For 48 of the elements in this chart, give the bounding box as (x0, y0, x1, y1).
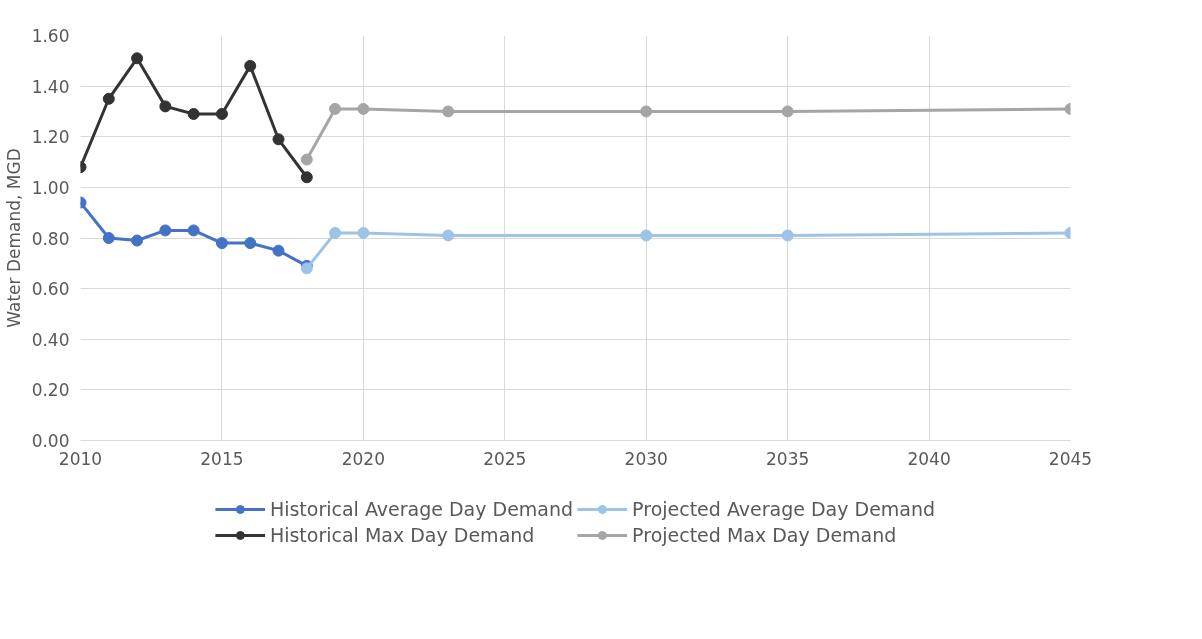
y-tick-label: 1.20 (31, 127, 70, 148)
x-tick-label: 2035 (766, 448, 810, 469)
point (215, 107, 228, 120)
legend-label: Projected Max Day Demand (632, 524, 897, 546)
point (215, 237, 228, 250)
x-tick-label: 2015 (200, 448, 244, 469)
y-tick-label: 0.80 (31, 228, 70, 249)
y-tick-label: 1.60 (31, 26, 70, 46)
point (442, 105, 455, 118)
legend-label: Historical Max Day Demand (269, 524, 535, 546)
point (272, 133, 285, 146)
point (781, 229, 794, 242)
point (300, 153, 313, 166)
point (244, 237, 257, 250)
point (159, 224, 172, 237)
x-tick-label: 2020 (341, 448, 385, 469)
point (159, 100, 172, 113)
point (131, 52, 144, 65)
y-tick-label: 0.60 (31, 279, 70, 300)
point (102, 92, 115, 105)
x-tick-label: 2010 (58, 448, 103, 469)
y-tick-label: 0.00 (31, 431, 70, 451)
point (300, 171, 313, 184)
point (640, 105, 653, 118)
point (329, 226, 342, 239)
point (640, 229, 653, 242)
x-tick-label: 2040 (907, 448, 951, 469)
y-tick-label: 1.40 (31, 76, 70, 97)
point (442, 229, 455, 242)
legend-label: Historical Average Day Demand (269, 498, 574, 520)
x-tick-label: 2030 (624, 448, 668, 469)
point (329, 102, 342, 115)
point (357, 226, 370, 239)
point (244, 59, 257, 72)
x-tick-label: 2045 (1048, 448, 1093, 469)
y-tick-label: 0.20 (31, 380, 70, 401)
point (187, 224, 200, 237)
y-tick-label: 0.40 (31, 329, 70, 350)
point (781, 105, 794, 118)
legend-label: Projected Average Day Demand (632, 498, 936, 520)
y-tick-label: 1.00 (31, 177, 70, 198)
point (357, 102, 370, 115)
point (102, 232, 115, 244)
point (131, 234, 144, 247)
y-axis-title: Water Demand, MGD (3, 148, 24, 328)
point (187, 107, 200, 120)
x-tick-label: 2025 (483, 448, 527, 469)
point (272, 244, 285, 257)
